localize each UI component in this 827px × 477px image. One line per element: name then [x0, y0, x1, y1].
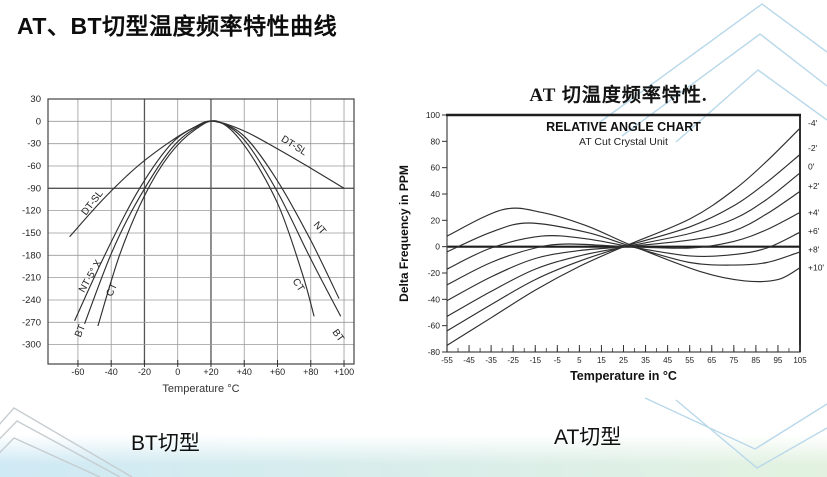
- x-tick-label: -60: [71, 367, 84, 377]
- y-tick-label: -120: [22, 206, 41, 217]
- y-tick-label: 0: [36, 116, 41, 127]
- x-tick-label: +100: [334, 367, 354, 377]
- curve-label: BT: [330, 327, 346, 344]
- x-tick-label: 55: [685, 356, 694, 365]
- y-tick-label: -210: [22, 273, 41, 284]
- x-tick-label: 15: [597, 356, 606, 365]
- at-chart-plot: -55 -45 -35 -25 -15 -5 5 15 25 35 45 55 65 75 85 95 1051…: [397, 110, 824, 383]
- y-tick-label: 80: [431, 136, 441, 146]
- series--2': [446, 154, 801, 332]
- x-tick-label: -40: [105, 367, 118, 377]
- x-tick-label: 105: [793, 356, 807, 365]
- caption-at-cut: AT切型: [554, 426, 622, 449]
- x-tick-label: 35: [641, 356, 650, 365]
- angle-label: 0': [808, 161, 815, 171]
- slide-title: AT、BT切型温度频率特性曲线: [17, 13, 338, 39]
- y-tick-label: -150: [22, 228, 41, 239]
- angle-label: +6': [808, 226, 820, 236]
- x-tick-label: -55: [441, 356, 453, 365]
- y-tick-label: -240: [22, 295, 41, 306]
- angle-label: +4': [808, 207, 820, 217]
- y-tick-label: 30: [30, 94, 41, 105]
- y-tick-label: -60: [27, 161, 41, 172]
- y-tick-label: 40: [431, 189, 441, 199]
- y-axis-title: Delta Frequency in PPM: [397, 165, 411, 302]
- curve-label: CT: [104, 282, 120, 299]
- at-chart-title: AT 切温度频率特性.: [529, 85, 708, 106]
- bt-chart-plot: -60 -40 -20 0 +20 +40 +60 +80 +100 30 0 -30 -60 -90 -1…: [22, 94, 355, 395]
- x-tick-label: -35: [485, 356, 497, 365]
- series--4': [446, 127, 801, 346]
- curve-label: BT: [73, 323, 88, 339]
- curve-label: DT-SL: [80, 188, 106, 217]
- y-tick-label: -60: [428, 321, 441, 331]
- plot-frame: [47, 98, 355, 365]
- angle-label: +2': [808, 181, 820, 191]
- x-axis-title: Temperature in °C: [570, 369, 677, 383]
- y-tick-label: -80: [428, 347, 441, 357]
- x-tick-label: +80: [303, 367, 318, 377]
- x-tick-label: -15: [529, 356, 541, 365]
- x-tick-label: 0: [175, 367, 180, 377]
- bottom-gradient-band: [0, 435, 827, 477]
- chart-subheading: AT Cut Crystal Unit: [579, 136, 668, 148]
- x-tick-label: 95: [773, 356, 782, 365]
- curve-label: NT·5° X: [77, 258, 105, 295]
- curve-label: DT-SL: [279, 134, 309, 159]
- series-+10': [446, 207, 801, 283]
- y-tick-label: 60: [431, 163, 441, 173]
- y-tick-label: 100: [426, 110, 440, 120]
- series-+8': [446, 222, 801, 266]
- y-tick-label: -180: [22, 250, 41, 261]
- series-CT: [97, 120, 315, 327]
- x-tick-label: +60: [270, 367, 285, 377]
- y-tick-label: -300: [22, 340, 41, 351]
- angle-label: -4': [808, 118, 818, 128]
- y-tick-label: -270: [22, 317, 41, 328]
- series-+4': [446, 211, 801, 286]
- y-tick-label: -20: [428, 268, 441, 278]
- angle-label: +8': [808, 244, 820, 254]
- x-tick-label: -20: [138, 367, 151, 377]
- series-+6': [446, 231, 801, 270]
- plot-frame: [446, 114, 801, 353]
- x-tick-label: -45: [463, 356, 475, 365]
- y-tick-label: -40: [428, 294, 441, 304]
- x-tick-label: -5: [554, 356, 562, 365]
- y-tick-label: -90: [27, 183, 41, 194]
- x-tick-label: +20: [203, 367, 218, 377]
- series-NT: [74, 120, 340, 322]
- x-tick-label: 5: [577, 356, 582, 365]
- x-tick-label: -25: [507, 356, 519, 365]
- x-tick-label: 25: [619, 356, 628, 365]
- x-tick-label: 85: [751, 356, 760, 365]
- angle-label: -2': [808, 143, 818, 153]
- bt-chart-figure: -60 -40 -20 0 +20 +40 +60 +80 +100 30 0 -30 -60 -90 -1…: [12, 84, 382, 404]
- x-tick-label: 65: [707, 356, 716, 365]
- chart-heading: RELATIVE ANGLE CHART: [546, 120, 701, 134]
- curve-label: NT: [311, 220, 328, 237]
- at-chart-figure: -55 -45 -35 -25 -15 -5 5 15 25 35 45 55 65 75 85 95 105 1…: [396, 90, 827, 410]
- x-axis-title: Temperature °C: [162, 383, 239, 395]
- series-DT-SL: [69, 120, 345, 238]
- x-tick-label: +40: [237, 367, 252, 377]
- y-tick-label: 20: [431, 215, 441, 225]
- y-tick-label: -30: [27, 139, 41, 150]
- caption-bt-cut: BT切型: [131, 432, 200, 455]
- angle-label: +10': [808, 263, 824, 273]
- y-tick-label: 0: [435, 242, 440, 252]
- x-tick-label: 45: [663, 356, 672, 365]
- x-tick-label: 75: [729, 356, 738, 365]
